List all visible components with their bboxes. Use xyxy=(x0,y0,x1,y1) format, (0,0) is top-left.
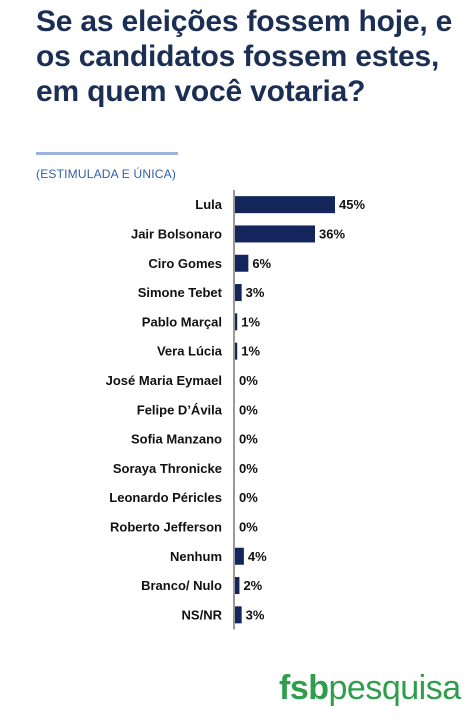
value-label: 0% xyxy=(239,461,258,476)
category-label: Lula xyxy=(195,197,222,212)
value-label: 0% xyxy=(239,432,258,447)
category-label: Jair Bolsonaro xyxy=(131,226,222,241)
category-label: Simone Tebet xyxy=(138,285,223,300)
logo-brand: fsb xyxy=(279,669,329,707)
bar xyxy=(235,254,249,272)
value-label: 1% xyxy=(241,314,260,329)
bar xyxy=(235,313,238,331)
bar xyxy=(235,196,335,214)
value-label: 3% xyxy=(246,607,265,622)
category-label: Roberto Jefferson xyxy=(110,519,222,534)
value-label: 3% xyxy=(246,285,265,300)
bar xyxy=(235,284,242,302)
value-label: 36% xyxy=(319,226,345,241)
category-label: Soraya Thronicke xyxy=(113,461,222,476)
bar xyxy=(235,577,240,595)
value-label: 1% xyxy=(241,344,260,359)
value-label: 45% xyxy=(339,197,365,212)
category-label: Pablo Marçal xyxy=(142,314,222,329)
category-label: Branco/ Nulo xyxy=(141,578,222,593)
chart-title: Se as eleições fossem hoje, e os candida… xyxy=(36,5,453,108)
bar xyxy=(235,606,242,624)
chart-subtitle: (ESTIMULADA E ÚNICA) xyxy=(36,167,177,181)
value-label: 0% xyxy=(239,402,258,417)
category-label: Felipe D’Ávila xyxy=(137,402,223,417)
value-label: 0% xyxy=(239,490,258,505)
bar-chart: Lula 45% Jair Bolsonaro 36% Ciro Gomes 6% Simo… xyxy=(106,190,365,630)
category-label: NS/NR xyxy=(182,607,223,622)
bar xyxy=(235,225,315,243)
category-label: José Maria Eymael xyxy=(106,373,222,388)
bar xyxy=(235,547,244,565)
value-label: 4% xyxy=(248,549,267,564)
bar xyxy=(235,342,238,360)
category-label: Vera Lúcia xyxy=(157,344,223,359)
title-underline xyxy=(36,152,178,155)
fsb-pesquisa-logo: fsbpesquisa xyxy=(279,670,461,706)
category-label: Ciro Gomes xyxy=(148,256,222,271)
value-label: 2% xyxy=(243,578,262,593)
value-label: 0% xyxy=(239,373,258,388)
logo-rest: pesquisa xyxy=(328,669,462,707)
category-label: Sofia Manzano xyxy=(131,432,222,447)
category-label: Nenhum xyxy=(170,549,222,564)
category-label: Leonardo Péricles xyxy=(109,490,222,505)
value-label: 6% xyxy=(252,256,271,271)
value-label: 0% xyxy=(239,519,258,534)
